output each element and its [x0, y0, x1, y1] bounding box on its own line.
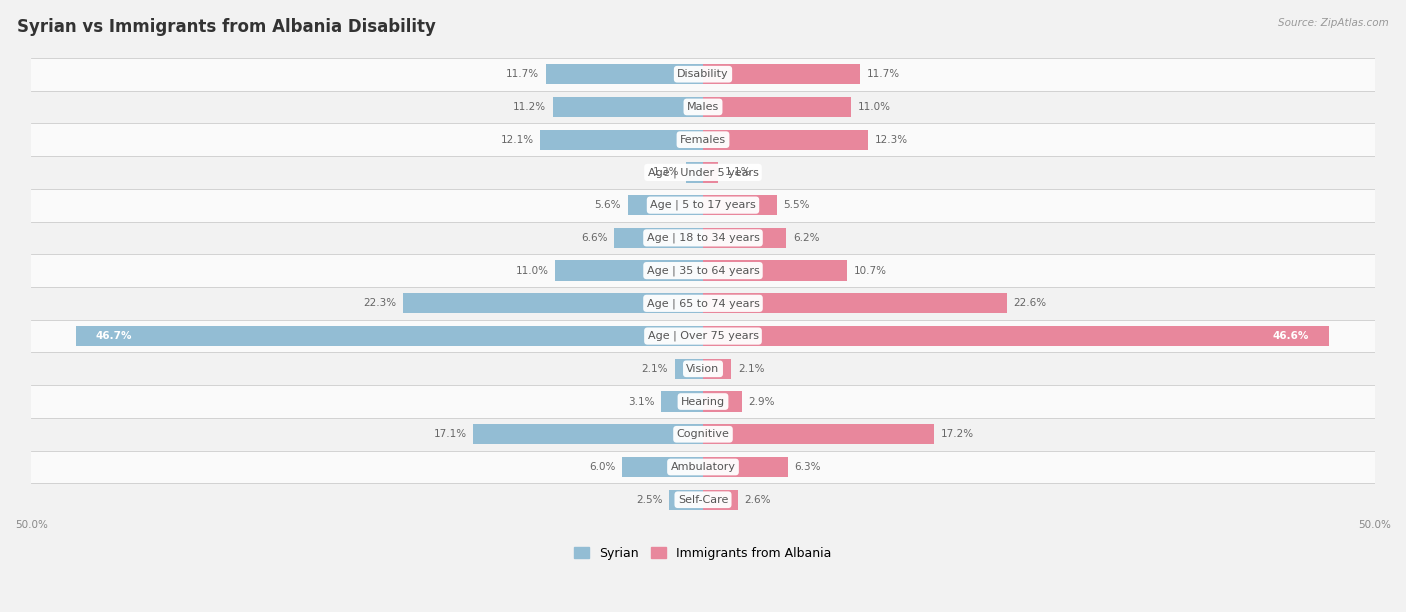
Bar	[540, 130, 703, 150]
Text: 22.3%: 22.3%	[364, 298, 396, 308]
Text: 1.3%: 1.3%	[652, 168, 679, 177]
Bar	[703, 162, 718, 182]
Bar	[703, 261, 846, 281]
Bar	[614, 228, 703, 248]
Bar	[555, 261, 703, 281]
Text: Cognitive: Cognitive	[676, 429, 730, 439]
Bar	[623, 457, 703, 477]
Bar	[669, 490, 703, 510]
Text: 6.2%: 6.2%	[793, 233, 820, 243]
Text: Age | 65 to 74 years: Age | 65 to 74 years	[647, 298, 759, 308]
Bar	[31, 222, 1375, 254]
Text: 17.1%: 17.1%	[433, 429, 467, 439]
Text: 6.3%: 6.3%	[794, 462, 821, 472]
Bar	[703, 97, 851, 117]
Bar	[703, 293, 1007, 313]
Text: Disability: Disability	[678, 69, 728, 79]
Bar	[703, 359, 731, 379]
Bar	[703, 424, 934, 444]
Bar	[31, 123, 1375, 156]
Text: Hearing: Hearing	[681, 397, 725, 406]
Legend: Syrian, Immigrants from Albania: Syrian, Immigrants from Albania	[569, 542, 837, 565]
Text: 12.3%: 12.3%	[875, 135, 908, 144]
Bar	[474, 424, 703, 444]
Text: 12.1%: 12.1%	[501, 135, 534, 144]
Text: 3.1%: 3.1%	[628, 397, 655, 406]
Text: 5.6%: 5.6%	[595, 200, 621, 210]
Bar	[628, 195, 703, 215]
Bar	[546, 64, 703, 84]
Text: 2.9%: 2.9%	[748, 397, 775, 406]
Text: 46.7%: 46.7%	[96, 331, 132, 341]
Bar	[703, 130, 868, 150]
Bar	[703, 228, 786, 248]
Text: Age | 5 to 17 years: Age | 5 to 17 years	[650, 200, 756, 211]
Text: 6.6%: 6.6%	[581, 233, 607, 243]
Text: 22.6%: 22.6%	[1014, 298, 1046, 308]
Text: 2.6%: 2.6%	[745, 494, 770, 505]
Bar	[31, 353, 1375, 385]
Text: 6.0%: 6.0%	[589, 462, 616, 472]
Bar	[31, 156, 1375, 188]
Text: 10.7%: 10.7%	[853, 266, 886, 275]
Bar	[31, 188, 1375, 222]
Bar	[76, 326, 703, 346]
Text: 1.1%: 1.1%	[724, 168, 751, 177]
Bar	[31, 287, 1375, 319]
Text: Syrian vs Immigrants from Albania Disability: Syrian vs Immigrants from Albania Disabi…	[17, 18, 436, 36]
Bar	[31, 254, 1375, 287]
Bar	[31, 418, 1375, 450]
Text: 11.2%: 11.2%	[513, 102, 546, 112]
Bar	[31, 91, 1375, 123]
Bar	[686, 162, 703, 182]
Text: Age | Over 75 years: Age | Over 75 years	[648, 331, 758, 341]
Text: 46.6%: 46.6%	[1272, 331, 1309, 341]
Bar	[31, 450, 1375, 483]
Bar	[703, 195, 778, 215]
Text: 5.5%: 5.5%	[783, 200, 810, 210]
Text: Age | 35 to 64 years: Age | 35 to 64 years	[647, 266, 759, 276]
Text: 2.5%: 2.5%	[636, 494, 662, 505]
Text: 2.1%: 2.1%	[738, 364, 765, 374]
Bar	[703, 457, 787, 477]
Bar	[703, 64, 860, 84]
Text: Source: ZipAtlas.com: Source: ZipAtlas.com	[1278, 18, 1389, 28]
Bar	[703, 490, 738, 510]
Bar	[661, 392, 703, 412]
Bar	[31, 319, 1375, 353]
Text: Age | Under 5 years: Age | Under 5 years	[648, 167, 758, 177]
Text: Females: Females	[681, 135, 725, 144]
Text: 11.0%: 11.0%	[516, 266, 548, 275]
Text: 11.7%: 11.7%	[506, 69, 538, 79]
Text: 11.0%: 11.0%	[858, 102, 890, 112]
Text: 2.1%: 2.1%	[641, 364, 668, 374]
Text: 17.2%: 17.2%	[941, 429, 974, 439]
Bar	[31, 483, 1375, 516]
Text: Self-Care: Self-Care	[678, 494, 728, 505]
Text: Vision: Vision	[686, 364, 720, 374]
Text: Age | 18 to 34 years: Age | 18 to 34 years	[647, 233, 759, 243]
Bar	[703, 392, 742, 412]
Bar	[31, 385, 1375, 418]
Bar	[703, 326, 1329, 346]
Text: Ambulatory: Ambulatory	[671, 462, 735, 472]
Text: Males: Males	[688, 102, 718, 112]
Bar	[675, 359, 703, 379]
Bar	[31, 58, 1375, 91]
Bar	[404, 293, 703, 313]
Bar	[553, 97, 703, 117]
Text: 11.7%: 11.7%	[868, 69, 900, 79]
